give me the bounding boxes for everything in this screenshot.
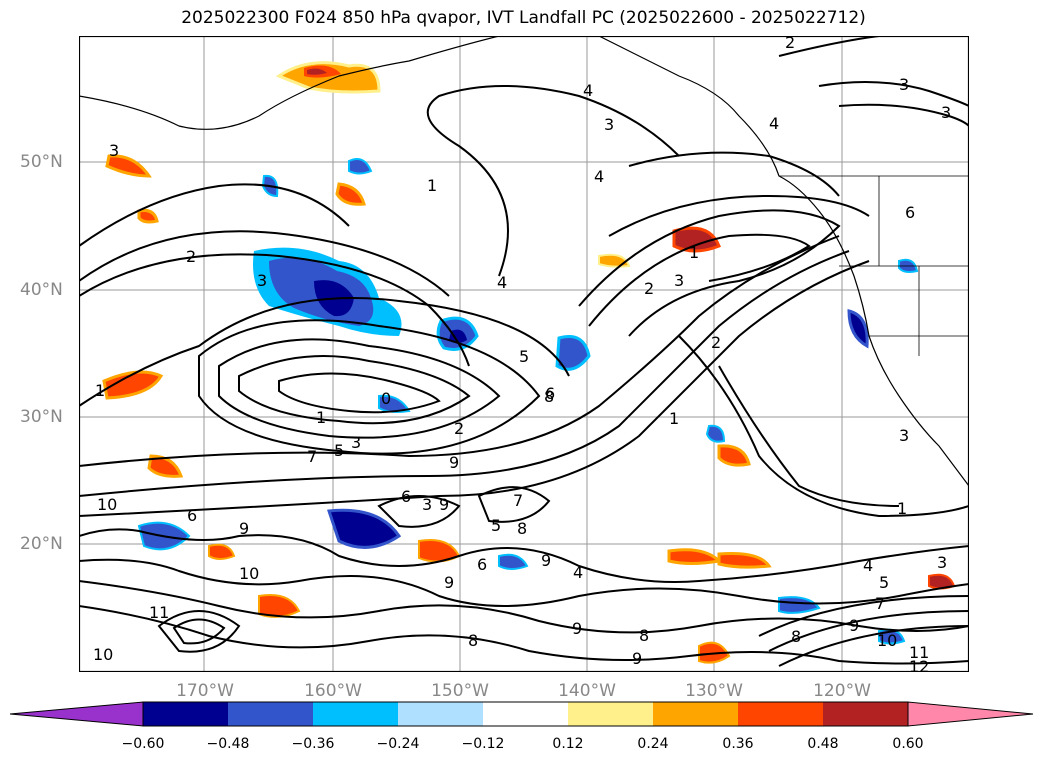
map-panel: 2 3 3 3 4 4 4 1 2 3 2 3 4 5 6 1 1 2 3 2 … — [79, 36, 969, 672]
contour-label: 9 — [439, 495, 449, 514]
colorbar-tick-label: 0.24 — [637, 736, 669, 752]
contour-label: 5 — [519, 347, 529, 366]
contour-label: 3 — [674, 271, 684, 290]
contour-label: 3 — [941, 103, 951, 122]
contour-label: 3 — [899, 75, 909, 94]
colorbar-tick-label: −0.60 — [121, 736, 165, 752]
contour-label: 3 — [422, 495, 432, 514]
contour-label: 3 — [109, 141, 119, 160]
contour-label: 3 — [604, 115, 614, 134]
contour-label: 5 — [491, 516, 501, 535]
colorbar-segment — [823, 702, 908, 726]
contour-label: 2 — [785, 36, 795, 52]
lon-label-130w: 130°W — [685, 681, 743, 701]
colorbar — [10, 701, 1034, 727]
contour-label: 9 — [239, 519, 249, 538]
contour-label: 5 — [334, 441, 344, 460]
contour-label: 10 — [93, 645, 113, 664]
contour-label: 10 — [877, 631, 897, 650]
colorbar-tick-label: 0.36 — [722, 736, 754, 752]
lon-label-120w: 120°W — [813, 681, 871, 701]
lon-label-150w: 150°W — [431, 681, 489, 701]
gridlines — [79, 36, 969, 672]
colorbar-extend-max — [907, 701, 1034, 727]
map-title: 2025022300 F024 850 hPa qvapor, IVT Land… — [181, 8, 866, 28]
colorbar-segment — [483, 702, 568, 726]
colorbar-tick-label: 0.60 — [892, 736, 924, 752]
contour-label: 4 — [769, 114, 779, 133]
contour-label: 1 — [669, 409, 679, 428]
contour-label: 9 — [444, 573, 454, 592]
colorbar-tick-label: −0.12 — [461, 736, 505, 752]
colorbar-tick-label: 0.12 — [552, 736, 584, 752]
colorbar-tick-label: −0.36 — [291, 736, 335, 752]
contour-label: 4 — [497, 273, 507, 292]
contour-label: 9 — [449, 453, 459, 472]
contour-label: 8 — [468, 631, 478, 650]
contour-label: 6 — [477, 555, 487, 574]
contour-label: 1 — [95, 381, 105, 400]
contour-label: 6 — [401, 487, 411, 506]
contour-label: 8 — [517, 519, 527, 538]
contour-label: 8 — [791, 627, 801, 646]
colorbar-tick-label: −0.24 — [376, 736, 420, 752]
colorbar-tick-label: 0.48 — [807, 736, 839, 752]
qvapor-shading — [102, 61, 956, 664]
contour-label: 3 — [899, 426, 909, 445]
lat-label-50n: 50°N — [20, 152, 63, 172]
contour-label: 3 — [937, 553, 947, 572]
contour-label: 2 — [711, 333, 721, 352]
contour-label: 1 — [427, 176, 437, 195]
contour-label: 4 — [594, 167, 604, 186]
contour-label: 1 — [689, 243, 699, 262]
contour-label: 1 — [316, 408, 326, 427]
contour-label: 7 — [875, 594, 885, 613]
contour-label: 10 — [97, 495, 117, 514]
lat-label-40n: 40°N — [20, 280, 63, 300]
lat-label-20n: 20°N — [20, 534, 63, 554]
contour-label: 7 — [513, 491, 523, 510]
lon-label-160w: 160°W — [304, 681, 362, 701]
contour-label: 2 — [454, 419, 464, 438]
contour-label: 2 — [186, 247, 196, 266]
contour-label: 9 — [541, 551, 551, 570]
contour-label: 3 — [257, 271, 267, 290]
contour-label: 12 — [909, 657, 929, 672]
lon-label-140w: 140°W — [558, 681, 616, 701]
contour-label: 4 — [573, 563, 583, 582]
colorbar-segment — [313, 702, 398, 726]
contour-labels: 2 3 3 3 4 4 4 1 2 3 2 3 4 5 6 1 1 2 3 2 … — [93, 36, 951, 672]
contour-label: 0 — [381, 389, 391, 408]
contour-label: 6 — [187, 506, 197, 525]
contour-label: 8 — [544, 387, 554, 406]
lon-label-170w: 170°W — [176, 681, 234, 701]
contour-label: 9 — [632, 649, 642, 668]
contour-label: 6 — [905, 203, 915, 222]
coastlines — [79, 36, 969, 487]
colorbar-segment — [568, 702, 653, 726]
colorbar-tick-label: −0.48 — [206, 736, 250, 752]
contour-label: 5 — [879, 573, 889, 592]
lat-label-30n: 30°N — [20, 407, 63, 427]
contour-label: 2 — [644, 279, 654, 298]
contour-label: 10 — [239, 564, 259, 583]
colorbar-segment — [738, 702, 823, 726]
ivt-contours — [79, 36, 969, 667]
contour-label: 3 — [351, 433, 361, 452]
contour-label: 9 — [849, 616, 859, 635]
contour-label: 4 — [863, 556, 873, 575]
contour-label: 8 — [639, 626, 649, 645]
contour-label: 1 — [897, 499, 907, 518]
colorbar-extend-min — [10, 701, 144, 727]
colorbar-segment — [143, 702, 228, 726]
colorbar-segment — [228, 702, 313, 726]
contour-label: 4 — [583, 81, 593, 100]
colorbar-segment — [653, 702, 738, 726]
contour-label: 11 — [909, 643, 929, 662]
contour-label: 7 — [307, 447, 317, 466]
contour-label: 9 — [572, 619, 582, 638]
colorbar-segment — [398, 702, 483, 726]
contour-label: 6 — [545, 384, 555, 403]
contour-label: 11 — [149, 603, 169, 622]
